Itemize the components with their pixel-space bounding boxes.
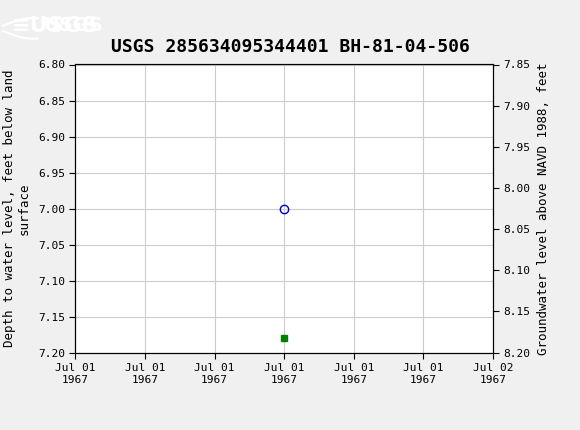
Y-axis label: Groundwater level above NAVD 1988, feet: Groundwater level above NAVD 1988, feet bbox=[537, 62, 550, 355]
Text: USGS 285634095344401 BH-81-04-506: USGS 285634095344401 BH-81-04-506 bbox=[111, 38, 469, 56]
Y-axis label: Depth to water level, feet below land
surface: Depth to water level, feet below land su… bbox=[3, 70, 31, 347]
Text: ≡USGS: ≡USGS bbox=[12, 16, 99, 36]
Text: USGS: USGS bbox=[44, 16, 103, 35]
